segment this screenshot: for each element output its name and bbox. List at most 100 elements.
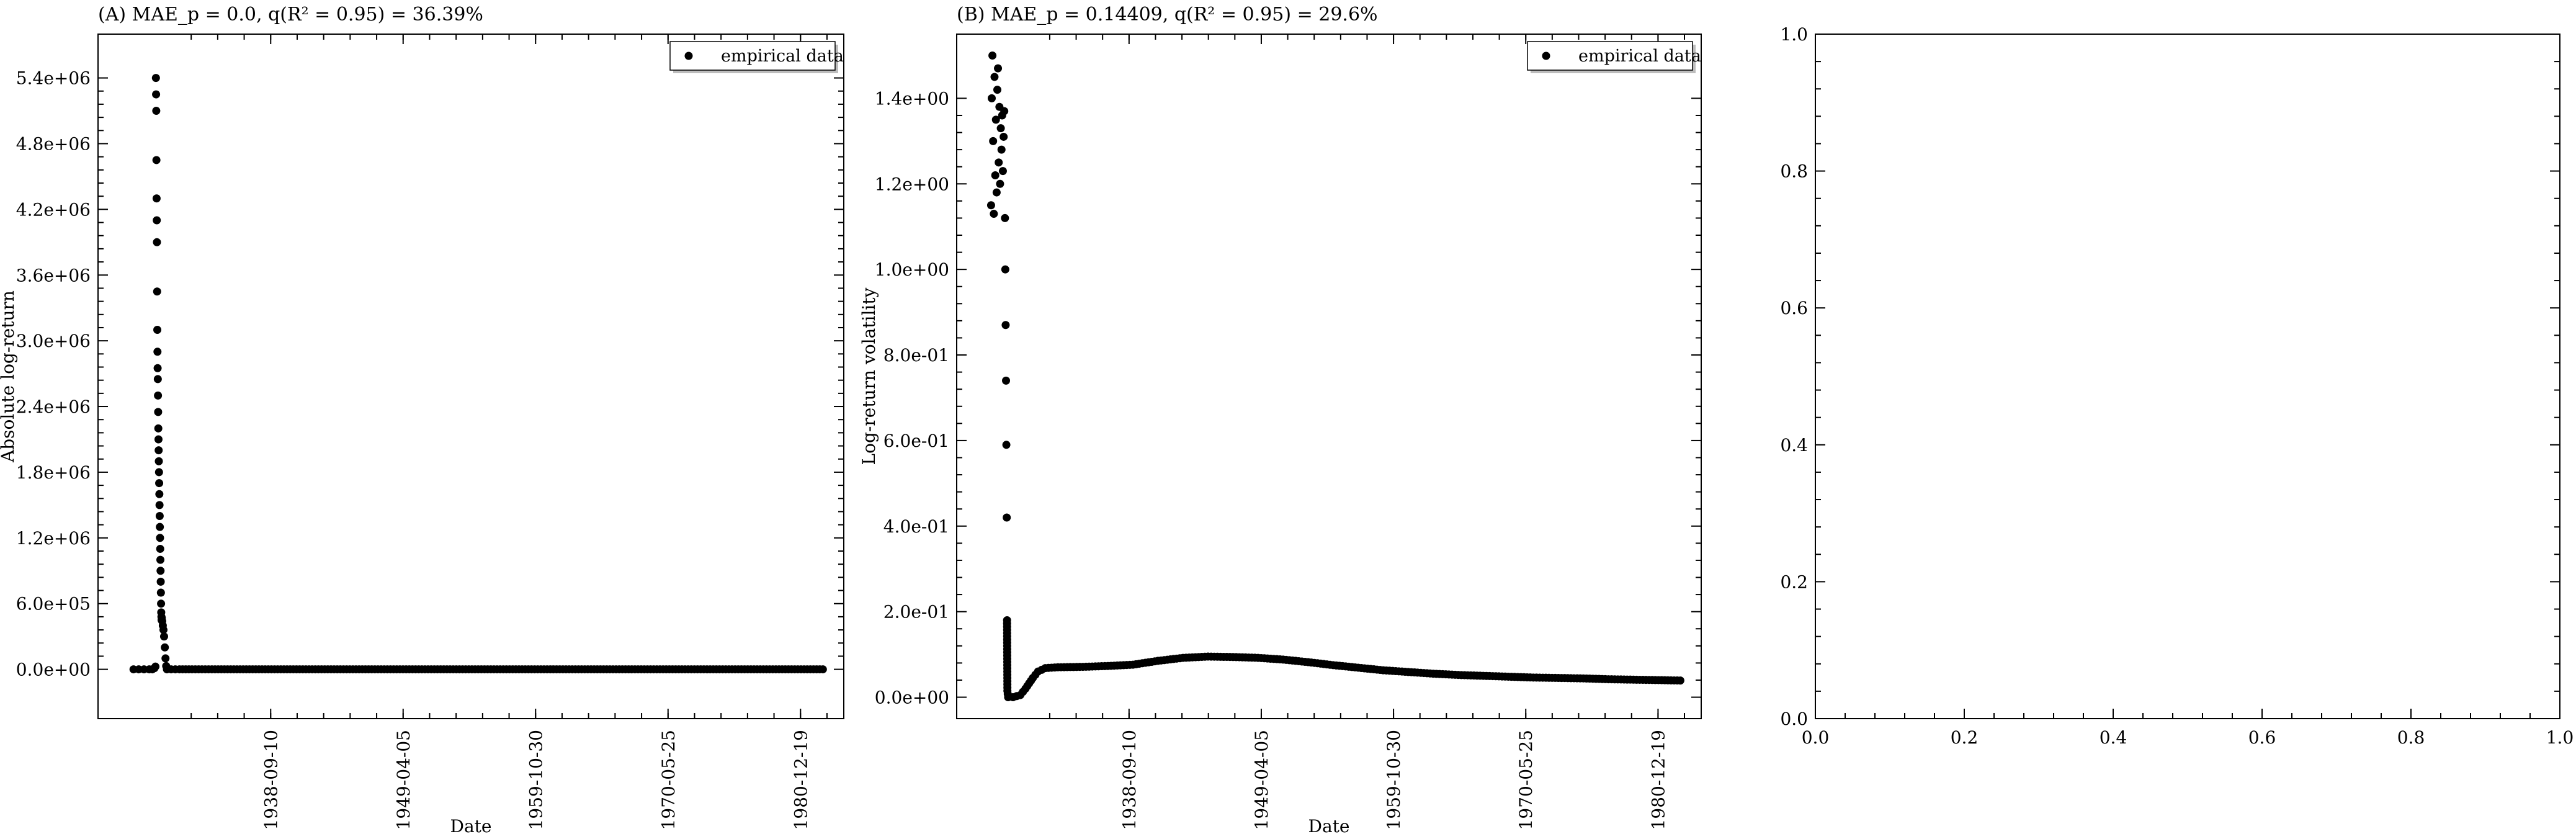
y-tick-label: 5.4e+06 bbox=[16, 68, 91, 89]
data-point bbox=[156, 567, 165, 575]
data-point bbox=[991, 171, 1000, 179]
data-point bbox=[1001, 265, 1009, 274]
data-point bbox=[153, 216, 161, 225]
data-point bbox=[155, 479, 164, 488]
x-tick-label: 1949-04-05 bbox=[393, 730, 414, 830]
y-tick-label: 0.0e+00 bbox=[875, 688, 949, 708]
x-tick-label: 1938-09-10 bbox=[261, 730, 281, 830]
data-point bbox=[998, 167, 1007, 176]
plot-frame bbox=[956, 34, 1702, 719]
y-tick-label: 1.2e+00 bbox=[875, 174, 949, 194]
x-tick-label: 1959-10-30 bbox=[525, 730, 546, 830]
chart-panel-2: (B) MAE_p = 0.14409, q(R² = 0.95) = 29.6… bbox=[859, 4, 1702, 837]
data-point bbox=[156, 588, 165, 597]
data-point bbox=[155, 512, 164, 521]
x-axis-label: Date bbox=[1308, 816, 1350, 837]
y-tick-label: 3.0e+06 bbox=[16, 331, 91, 351]
chart-title: (B) MAE_p = 0.14409, q(R² = 0.95) = 29.6… bbox=[957, 4, 1378, 25]
y-tick-label: 0.4 bbox=[1780, 435, 1808, 455]
legend bbox=[669, 41, 836, 71]
plot-frame bbox=[97, 34, 844, 719]
data-point bbox=[1676, 676, 1684, 685]
data-point bbox=[997, 145, 1006, 154]
data-point bbox=[161, 643, 169, 652]
x-tick-label: 1970-05-25 bbox=[1516, 730, 1536, 830]
data-point bbox=[154, 446, 163, 455]
y-tick-label: 2.0e-01 bbox=[883, 602, 949, 622]
data-point bbox=[161, 654, 170, 663]
data-point bbox=[153, 287, 161, 296]
y-tick-label: 1.2e+06 bbox=[16, 528, 91, 549]
data-point bbox=[995, 158, 1003, 167]
data-point bbox=[988, 51, 997, 60]
data-point bbox=[1001, 213, 1009, 222]
legend bbox=[1527, 41, 1693, 71]
data-point bbox=[154, 424, 163, 433]
data-point bbox=[151, 662, 160, 671]
data-point bbox=[818, 665, 827, 674]
data-point bbox=[153, 325, 162, 334]
data-point bbox=[1002, 376, 1011, 385]
data-point bbox=[990, 210, 998, 218]
data-point bbox=[154, 391, 163, 400]
y-tick-label: 1.8e+06 bbox=[16, 462, 91, 483]
data-point bbox=[154, 468, 163, 477]
x-tick-label: 1938-09-10 bbox=[1119, 730, 1140, 830]
y-tick-label: 3.6e+06 bbox=[16, 265, 91, 285]
y-axis-label: Log-return volatility bbox=[859, 287, 879, 465]
data-point bbox=[152, 194, 161, 203]
data-point bbox=[1000, 107, 1009, 115]
chart-panel-3: 0.0 0.2 0.4 0.6 0.8 1.0 0.0 0.2 0.4 0.6 0.8 1.0 bbox=[1780, 24, 2574, 748]
data-point bbox=[1001, 321, 1010, 330]
legend-marker bbox=[1542, 52, 1550, 60]
data-point bbox=[994, 64, 1003, 73]
data-point bbox=[993, 86, 1001, 94]
x-tick-label: 1970-05-25 bbox=[658, 730, 679, 830]
legend-label: empirical data bbox=[1578, 47, 1701, 66]
data-point bbox=[152, 156, 161, 164]
plot-frame bbox=[1815, 34, 2560, 719]
x-tick-label: 0.2 bbox=[1951, 727, 1979, 748]
y-tick-label: 0.0e+00 bbox=[16, 660, 91, 680]
data-point bbox=[1000, 132, 1008, 141]
y-tick-label: 6.0e+05 bbox=[16, 594, 91, 614]
legend-label: empirical data bbox=[721, 47, 844, 66]
chart-panel-1: (A) MAE_p = 0.0, q(R² = 0.95) = 36.39% 0.… bbox=[0, 4, 844, 837]
y-tick-label: 8.0e-01 bbox=[883, 345, 949, 366]
data-point bbox=[156, 523, 164, 531]
data-point bbox=[152, 107, 161, 115]
x-tick-label: 0.0 bbox=[1802, 727, 1830, 748]
data-point bbox=[153, 375, 162, 384]
data-point bbox=[990, 73, 999, 81]
data-point bbox=[156, 544, 164, 553]
data-point bbox=[154, 457, 163, 465]
y-axis-label: Absolute log-return bbox=[0, 290, 18, 463]
y-tick-label: 2.4e+06 bbox=[16, 397, 91, 417]
y-tick-label: 0.6 bbox=[1780, 298, 1808, 318]
y-tick-label: 1.4e+00 bbox=[875, 88, 949, 109]
data-point bbox=[156, 555, 164, 564]
data-point bbox=[153, 348, 162, 356]
x-tick-label: 0.8 bbox=[2397, 727, 2425, 748]
y-tick-label: 0.0 bbox=[1780, 709, 1808, 729]
legend-marker bbox=[684, 52, 693, 60]
data-point bbox=[156, 577, 165, 586]
data-point bbox=[157, 599, 166, 608]
data-point bbox=[1002, 441, 1011, 449]
data-point bbox=[987, 94, 996, 102]
x-tick-label: 0.6 bbox=[2248, 727, 2276, 748]
data-point bbox=[996, 179, 1004, 188]
data-point bbox=[154, 435, 163, 444]
data-point bbox=[996, 124, 1005, 133]
data-point bbox=[156, 534, 164, 542]
x-tick-label: 1980-12-19 bbox=[1648, 730, 1668, 830]
y-tick-label: 0.2 bbox=[1780, 572, 1808, 592]
y-tick-label: 6.0e-01 bbox=[883, 431, 949, 451]
y-tick-label: 1.0e+00 bbox=[875, 259, 949, 280]
data-point bbox=[154, 408, 163, 416]
chart-title: (A) MAE_p = 0.0, q(R² = 0.95) = 36.39% bbox=[98, 4, 483, 25]
data-point bbox=[153, 238, 161, 246]
data-point bbox=[989, 137, 998, 145]
data-point bbox=[159, 626, 168, 634]
